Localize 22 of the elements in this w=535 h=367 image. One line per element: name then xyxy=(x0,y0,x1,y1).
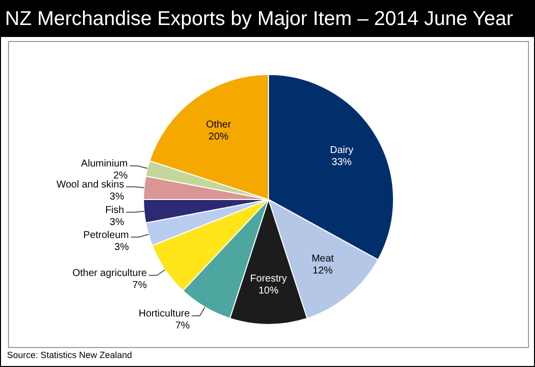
slice-label: Fish xyxy=(105,204,124,216)
data-label: 3% xyxy=(110,216,124,228)
slice-label: Dairy xyxy=(330,144,354,156)
data-label: 3% xyxy=(114,242,129,253)
slice-label: Petroleum xyxy=(83,230,129,241)
data-label: 12% xyxy=(312,266,333,277)
slice-label: Wool and skins xyxy=(56,180,124,191)
data-label: 2% xyxy=(113,170,128,182)
slice-label: Forestry xyxy=(250,273,287,284)
data-label: 20% xyxy=(208,131,229,142)
data-label: 33% xyxy=(332,156,352,168)
data-label: 3% xyxy=(110,192,124,203)
data-label: 7% xyxy=(132,280,147,292)
slice-label: Horticulture xyxy=(138,308,190,320)
slice-label: Other xyxy=(206,119,232,130)
slice-label: Other agriculture xyxy=(72,268,148,280)
slice-label: Aluminium xyxy=(81,158,128,170)
slice-label: Meat xyxy=(312,254,334,265)
data-label: 10% xyxy=(258,285,279,296)
source-note: Source: Statistics New Zealand xyxy=(7,350,132,360)
data-label: 7% xyxy=(175,320,190,332)
chart-title: NZ Merchandise Exports by Major Item – 2014 June Year xyxy=(1,1,534,37)
